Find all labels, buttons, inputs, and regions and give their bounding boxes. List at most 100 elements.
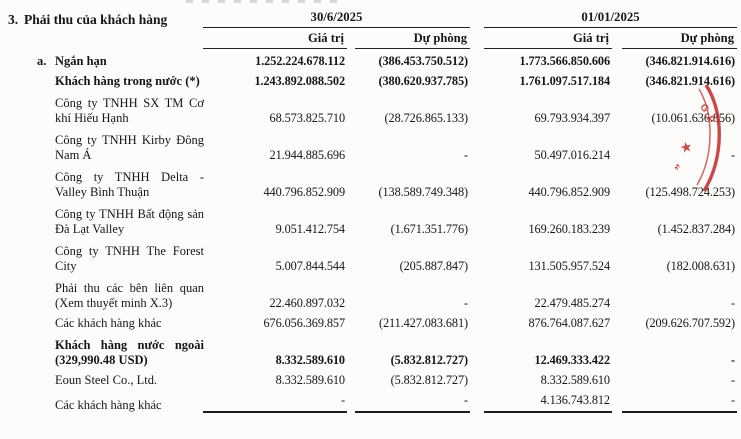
cell-value-opening: 131.505.957.524	[528, 259, 610, 273]
cell-provision-opening: -	[731, 353, 735, 367]
period-header-opening: 01/01/2025	[484, 9, 737, 28]
cell-value-opening: 69.793.934.397	[534, 111, 611, 125]
cell-provision-current: (211.427.083.681)	[378, 316, 468, 330]
table-row: Khách hàng trong nước (*) 1.243.892.088.…	[6, 69, 739, 89]
cell-provision-opening: -	[731, 296, 735, 310]
column-header-value-1: Giá trị	[203, 30, 347, 49]
cell-value-current: 21.944.885.696	[269, 148, 346, 162]
cell-value-current: 5.007.844.544	[275, 259, 346, 273]
cell-value-opening: 4.136.743.812	[484, 393, 612, 413]
row-label-text: Công ty TNHH The Forest City	[55, 244, 204, 273]
cell-provision-current: (205.887.847)	[399, 259, 468, 273]
cell-value-opening: 12.469.333.422	[534, 353, 611, 367]
section-title-text: Phải thu của khách hàng	[24, 12, 168, 27]
row-label-text: Ngắn hạn	[55, 54, 107, 68]
period-header-current: 30/6/2025	[203, 9, 470, 28]
column-header-provision-1: Dự phòng	[355, 30, 470, 49]
cell-provision-opening: (346.821.914.616)	[645, 54, 736, 68]
cell-value-opening: 50.497.016.214	[534, 148, 611, 162]
cell-provision-opening: -	[731, 148, 735, 162]
row-label: Phải thu các bên liên quan (Xem thuyết m…	[6, 281, 204, 311]
row-prefix: a.	[37, 54, 47, 68]
cell-provision-current: (5.832.812.727)	[390, 353, 469, 367]
cell-provision-opening: (346.821.914.616)	[645, 74, 736, 88]
cell-provision-current: -	[464, 296, 468, 310]
table-row: Các khách hàng khác - - 4.136.743.812 -	[6, 388, 739, 413]
row-label-text: Khách hàng nước ngoài (329,990.48 USD)	[55, 338, 204, 367]
table-row: Khách hàng nước ngoài (329,990.48 USD) 8…	[6, 331, 739, 368]
table-header-periods: 3. Phải thu của khách hàng 30/6/2025 01/…	[6, 8, 739, 28]
row-label: Các khách hàng khác	[6, 398, 203, 413]
cell-value-opening: 1.773.566.850.606	[519, 54, 610, 68]
cell-provision-current: -	[355, 393, 470, 413]
cell-value-current: 22.460.897.032	[269, 296, 346, 310]
cell-value-current: 8.332.589.610	[275, 353, 346, 367]
cell-value-opening: 1.761.097.517.184	[519, 74, 610, 88]
table-header-columns: Giá trị Dự phòng Giá trị Dự phòng	[6, 30, 739, 49]
cell-provision-opening: -	[731, 373, 735, 387]
column-header-provision-2: Dự phòng	[622, 30, 737, 49]
cell-provision-opening: (209.626.707.592)	[645, 316, 736, 330]
section-title: 3. Phải thu của khách hàng	[6, 8, 203, 28]
cell-provision-opening: -	[622, 393, 737, 413]
row-label: Các khách hàng khác	[6, 316, 203, 331]
row-label: Eoun Steel Co., Ltd.	[6, 373, 203, 388]
table-row: Công ty TNHH The Forest City 5.007.844.5…	[6, 237, 739, 274]
receivables-table: 3. Phải thu của khách hàng 30/6/2025 01/…	[6, 8, 739, 413]
cell-value-current: 68.573.825.710	[269, 111, 346, 125]
cell-provision-opening: (10.061.636.856)	[651, 111, 736, 125]
row-label-text: Các khách hàng khác	[55, 316, 162, 330]
row-label-text: Eoun Steel Co., Ltd.	[55, 373, 158, 387]
cell-provision-opening: (125.498.724.253)	[645, 185, 736, 199]
cell-provision-current: (386.453.750.512)	[378, 54, 469, 68]
row-label: a. Ngắn hạn	[6, 54, 203, 69]
table-row: Công ty TNHH Bất động sản Đà Lạt Valley …	[6, 200, 739, 237]
cell-value-current: 676.056.369.857	[263, 316, 345, 330]
row-label-text: Công ty TNHH SX TM Cơ khí Hiếu Hạnh	[55, 96, 204, 125]
table-row: Eoun Steel Co., Ltd. 8.332.589.610 (5.83…	[6, 368, 739, 388]
cut-off-text-artifact	[186, 0, 346, 3]
section-number: 3.	[8, 12, 19, 27]
row-label-text: Khách hàng trong nước (*)	[55, 74, 200, 88]
cell-value-opening: 440.796.852.909	[528, 185, 610, 199]
table-row: a. Ngắn hạn 1.252.224.678.112 (386.453.7…	[6, 49, 739, 69]
row-label: Khách hàng trong nước (*)	[6, 74, 203, 89]
cell-provision-current: (1.671.351.776)	[390, 222, 469, 236]
cell-provision-current: (138.589.749.348)	[378, 185, 469, 199]
cell-value-opening: 169.260.183.239	[528, 222, 610, 236]
row-label-text: Phải thu các bên liên quan (Xem thuyết m…	[55, 281, 204, 310]
cell-value-current: 8.332.589.610	[275, 373, 346, 387]
cell-value-opening: 876.764.087.627	[528, 316, 610, 330]
row-label: Công ty TNHH SX TM Cơ khí Hiếu Hạnh	[6, 96, 204, 126]
row-label-text: Các khách hàng khác	[55, 398, 162, 412]
cell-provision-current: (28.726.865.133)	[384, 111, 469, 125]
column-header-value-2: Giá trị	[484, 30, 612, 49]
table-row: Phải thu các bên liên quan (Xem thuyết m…	[6, 274, 739, 311]
cell-value-current: -	[203, 393, 347, 413]
cell-value-current: 1.252.224.678.112	[255, 54, 345, 68]
row-label: Công ty TNHH Bất động sản Đà Lạt Valley	[6, 207, 204, 237]
cell-provision-current: -	[464, 148, 468, 162]
cell-provision-opening: (182.008.631)	[666, 259, 735, 273]
row-label-text: Công ty TNHH Bất động sản Đà Lạt Valley	[55, 207, 204, 236]
cell-value-current: 9.051.412.754	[275, 222, 346, 236]
cell-value-opening: 8.332.589.610	[540, 373, 611, 387]
receivables-table-body: a. Ngắn hạn 1.252.224.678.112 (386.453.7…	[6, 49, 739, 413]
table-row: Các khách hàng khác 676.056.369.857 (211…	[6, 311, 739, 331]
table-row: Công ty TNHH Delta - Valley Bình Thuận 4…	[6, 163, 739, 200]
table-row: Công ty TNHH Kirby Đông Nam Á 21.944.885…	[6, 126, 739, 163]
cell-provision-current: (5.832.812.727)	[390, 373, 469, 387]
cell-value-current: 1.243.892.088.502	[254, 74, 345, 88]
cell-value-current: 440.796.852.909	[263, 185, 345, 199]
row-label: Khách hàng nước ngoài (329,990.48 USD)	[6, 338, 204, 368]
cell-provision-opening: (1.452.837.284)	[657, 222, 736, 236]
table-row: Công ty TNHH SX TM Cơ khí Hiếu Hạnh 68.5…	[6, 89, 739, 126]
row-label: Công ty TNHH Kirby Đông Nam Á	[6, 133, 204, 163]
row-label: Công ty TNHH Delta - Valley Bình Thuận	[6, 170, 204, 200]
cell-provision-current: (380.620.937.785)	[378, 74, 469, 88]
cell-value-opening: 22.479.485.274	[534, 296, 611, 310]
row-label-text: Công ty TNHH Delta - Valley Bình Thuận	[55, 170, 204, 199]
row-label: Công ty TNHH The Forest City	[6, 244, 204, 274]
row-label-text: Công ty TNHH Kirby Đông Nam Á	[55, 133, 204, 162]
